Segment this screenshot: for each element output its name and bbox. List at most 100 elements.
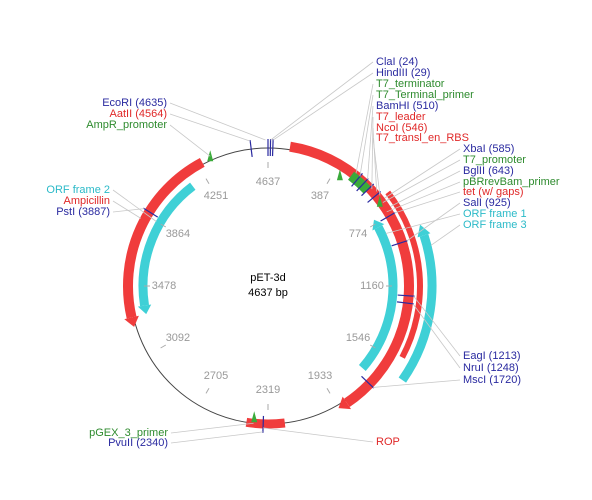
promoter-marker: [251, 411, 258, 423]
tick-label: 2319: [256, 384, 280, 396]
site-marker: [356, 178, 369, 192]
feature-label: pBRrevBam_primer: [463, 176, 560, 188]
feature-arc: [289, 141, 414, 408]
leader-line: [367, 105, 374, 180]
plasmid-name: pET-3d: [250, 272, 285, 284]
tick-label: 2705: [204, 370, 228, 382]
feature-label: ORF frame 1: [463, 208, 527, 220]
feature-label: EcoRI (4635): [102, 97, 167, 109]
feature-label: AmpR_promoter: [86, 119, 167, 131]
site-marker: [262, 415, 265, 433]
leader-line: [169, 124, 211, 157]
feature-label: HindIII (29): [376, 67, 430, 79]
site-marker: [391, 240, 408, 247]
feature-label: XbaI (585): [463, 143, 514, 155]
feature-arc: [123, 157, 205, 319]
leader-line: [371, 116, 374, 190]
feature-label: pGEX_3_primer: [89, 427, 168, 439]
tick-mark: [369, 344, 376, 349]
tick-mark: [326, 387, 331, 394]
leader-line: [430, 224, 461, 246]
feature-label: tet (w/ gaps): [463, 186, 524, 198]
feature-label: SalI (925): [463, 197, 511, 209]
tick-label: 4251: [204, 190, 228, 202]
leader-line: [170, 422, 254, 434]
feature-label: PstI (3887): [56, 206, 110, 218]
feature-label: ORF frame 3: [463, 219, 527, 231]
promoter-marker: [376, 195, 383, 207]
tick-mark: [205, 387, 210, 394]
arrow-head: [124, 315, 139, 327]
leader-line: [385, 213, 461, 234]
site-marker: [143, 207, 159, 218]
tick-mark: [205, 178, 210, 185]
site-marker: [249, 140, 253, 158]
leader-line: [372, 379, 461, 388]
leader-line: [169, 113, 251, 142]
tick-label: 1933: [308, 370, 332, 382]
leader-line: [384, 148, 461, 199]
feature-label: ORF frame 2: [46, 184, 110, 196]
leader-line: [262, 427, 374, 443]
leader-line: [359, 94, 374, 177]
feature-label: T7_leader: [376, 111, 426, 123]
leader-line: [169, 102, 266, 141]
feature-label: T7_Terminal_primer: [376, 89, 474, 101]
arrow-head: [137, 304, 152, 315]
leader-line: [112, 208, 145, 213]
tick-label: 3092: [166, 332, 190, 344]
feature-arc: [138, 182, 196, 307]
feature-label: PvuII (2340): [108, 437, 168, 449]
arrow-head: [417, 224, 431, 238]
leader-line: [355, 83, 374, 174]
site-marker: [380, 211, 396, 222]
arrow-head: [372, 219, 385, 231]
leader-line: [112, 189, 157, 222]
tick-label: 774: [349, 228, 367, 240]
tick-label: 3478: [152, 280, 176, 292]
leader-line: [390, 170, 461, 207]
site-marker: [351, 173, 363, 187]
tick-label: 1546: [346, 332, 370, 344]
tick-label: 4637: [256, 176, 280, 188]
feature-label: MscI (1720): [463, 374, 521, 386]
tick-mark: [369, 223, 376, 228]
feature-label: ROP: [376, 436, 400, 448]
feature-arc: [245, 417, 286, 429]
feature-label: T7_transl_en_RBS: [376, 132, 469, 144]
leader-line: [382, 159, 461, 203]
feature-label: T7_promoter: [463, 154, 526, 166]
leader-line: [272, 72, 374, 141]
site-marker: [367, 191, 381, 203]
feature-label: BglII (643): [463, 165, 514, 177]
feature-label: AatII (4564): [110, 108, 167, 120]
feature-label: NcoI (546): [376, 122, 427, 134]
tick-label: 387: [311, 190, 329, 202]
leader-line: [112, 200, 142, 219]
leader-line: [170, 431, 263, 444]
arrow-head: [338, 396, 352, 410]
feature-arc: [398, 233, 437, 383]
site-marker: [271, 139, 274, 157]
feature-label: NruI (1248): [463, 362, 519, 374]
promoter-marker: [336, 169, 343, 181]
feature-label: ClaI (24): [376, 56, 418, 68]
tick-label: 1160: [360, 280, 384, 292]
site-marker: [361, 375, 375, 389]
leader-line: [406, 202, 461, 242]
site-marker: [397, 294, 415, 297]
leader-line: [372, 127, 378, 192]
feature-label: T7_terminator: [376, 78, 445, 90]
leader-line: [372, 137, 381, 196]
leader-line: [413, 295, 461, 357]
tick-mark: [326, 178, 331, 185]
leader-line: [412, 303, 461, 369]
feature-label: Ampicillin: [64, 195, 110, 207]
feature-label: EagI (1213): [463, 350, 520, 362]
leader-line: [386, 181, 461, 213]
feature-label: BamHI (510): [376, 100, 438, 112]
tick-mark: [160, 344, 167, 349]
plasmid-length: 4637 bp: [248, 287, 288, 299]
tick-mark: [160, 223, 167, 228]
